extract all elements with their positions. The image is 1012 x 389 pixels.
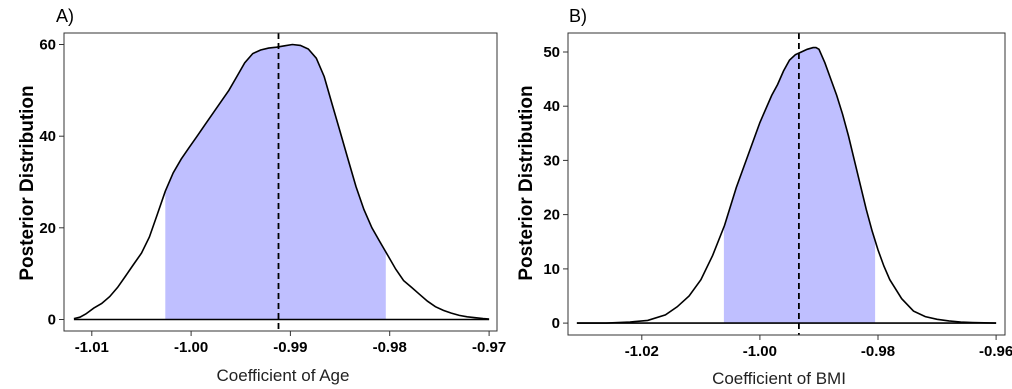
panel-a-density-curve bbox=[73, 43, 490, 320]
panel-a-y-tick-label: 40 bbox=[39, 128, 56, 145]
panel-b-x-tick-label: -1.02 bbox=[625, 343, 659, 360]
panel-a-x-tick-label: -1.01 bbox=[75, 339, 109, 356]
panel-a-x-tick-label: -0.99 bbox=[273, 339, 307, 356]
panel-b: B) Posterior Distribution Coefficient of… bbox=[516, 6, 1012, 388]
panel-a-x-axis-label: Coefficient of Age bbox=[217, 366, 350, 385]
panel-b-frame bbox=[567, 32, 1006, 336]
panel-b-x-axis-label: Coefficient of BMI bbox=[712, 369, 846, 388]
panel-b-y-tick-label: 50 bbox=[543, 44, 560, 61]
panel-a-y-axis-label: Posterior Distribution bbox=[17, 85, 38, 280]
panel-a-y-tick-label: 0 bbox=[48, 312, 56, 329]
panel-b-y-tick-label: 0 bbox=[552, 315, 560, 332]
panel-a-label: A) bbox=[56, 6, 74, 26]
panel-b-y-tick-label: 10 bbox=[543, 261, 560, 278]
panel-b-density-curve bbox=[576, 46, 997, 324]
panel-a-frame bbox=[63, 32, 498, 332]
panel-a-x-tick-label: -1.00 bbox=[174, 339, 208, 356]
panel-b-y-tick-label: 30 bbox=[543, 152, 560, 169]
panel-b-y-tick-label: 20 bbox=[543, 207, 560, 224]
panel-b-label: B) bbox=[569, 6, 587, 26]
panel-a-y-tick-label: 60 bbox=[39, 37, 56, 54]
panel-a-x-tick-label: -0.98 bbox=[373, 339, 407, 356]
panel-a-y-tick-label: 20 bbox=[39, 220, 56, 237]
panel-b-y-tick-label: 40 bbox=[543, 98, 560, 115]
panel-a-plot-area: -1.01 -1.00 -0.99 -0.98 -0.97 0 20 40 60 bbox=[39, 33, 506, 356]
panel-b-y-axis-label: Posterior Distribution bbox=[516, 85, 537, 280]
panel-b-x-tick-label: -0.98 bbox=[861, 343, 895, 360]
panel-a: A) Posterior Distribution Coefficient of… bbox=[17, 6, 506, 385]
panel-b-plot-area: -1.02 -1.00 -0.98 -0.96 0 10 20 30 40 50 bbox=[543, 33, 1012, 360]
panel-a-credible-interval-area bbox=[165, 44, 386, 320]
panel-a-x-tick-label: -0.97 bbox=[472, 339, 506, 356]
panel-b-x-tick-label: -1.00 bbox=[743, 343, 777, 360]
panel-b-x-tick-label: -0.96 bbox=[979, 343, 1012, 360]
